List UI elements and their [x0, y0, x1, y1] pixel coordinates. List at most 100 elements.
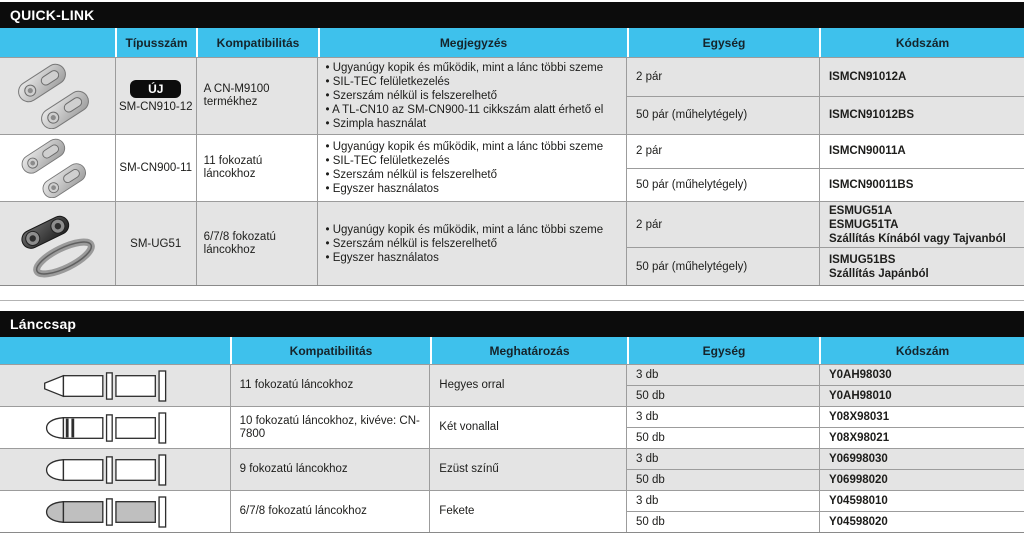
code-value: Y04598020	[828, 515, 888, 528]
unit-cell: 50 db	[635, 389, 665, 402]
ug51-product-image	[21, 215, 96, 277]
unit-cell: 2 pár	[635, 145, 663, 158]
unit-cell: 50 pár (műhelytégely)	[635, 178, 748, 191]
code-cell: Y04598020	[818, 511, 1024, 532]
code-cell: Y06998030	[818, 449, 1024, 469]
unit-code-stack: 3 db Y06998030 50 db Y06998020	[625, 449, 1024, 490]
chain-pin-row-678speed: 6/7/8 fokozatú láncokhoz Fekete 3 db Y04…	[0, 490, 1024, 532]
note-item: SIL-TEC felületkezelés	[325, 75, 622, 89]
note-item: Ugyanúgy kopik és működik, mint a lánc t…	[325, 223, 622, 237]
unit-cell: 50 pár (műhelytégely)	[635, 260, 748, 273]
chain-pin-image	[45, 453, 167, 486]
code-value: ISMCN91012BS	[828, 109, 914, 122]
code-value: ESMUG51A	[828, 204, 893, 217]
code-value: ISMCN91012A	[828, 70, 907, 83]
notes-cell: Ugyanúgy kopik és működik, mint a lánc t…	[317, 135, 626, 201]
note-item: Egyszer használatos	[325, 182, 622, 196]
quick-link-row-ug51: SM-UG51 6/7/8 fokozatú láncokhoz Ugyanúg…	[0, 201, 1024, 285]
unit-row: 2 pár ISMCN91012A	[627, 58, 1024, 96]
chain-pin-image	[43, 369, 167, 402]
column-header-kompatibilitas: Kompatibilitás	[230, 337, 430, 364]
note-item: Szerszám nélkül is felszerelhető	[325, 89, 622, 103]
model-number: SM-CN900-11	[119, 162, 193, 174]
unit-cell: 2 pár	[635, 70, 663, 83]
unit-cell: 3 db	[635, 452, 659, 465]
quick-link-photo	[0, 58, 115, 134]
code-cell: Y0AH98010	[818, 385, 1024, 406]
note-item: SIL-TEC felületkezelés	[325, 154, 622, 168]
note-item: Egyszer használatos	[325, 251, 622, 265]
unit-code-stack: 2 pár ISMCN91012A 50 pár (műhelytégely) …	[625, 58, 1024, 134]
section-title: QUICK-LINK	[10, 7, 95, 23]
compatibility-cell: A CN-M9100 termékhez	[195, 58, 318, 134]
model-number: SM-CN910-12	[118, 100, 193, 113]
ug51-photo	[0, 202, 115, 285]
column-header-egyseg: Egység	[627, 337, 819, 364]
code-value: Szállítás Kínából vagy Tajvanból	[828, 232, 1006, 245]
spec-cell: Fekete	[429, 491, 626, 532]
separator-line	[0, 300, 1024, 301]
chain-pin-drawing-silver	[0, 449, 230, 490]
compatibility-cell: 9 fokozatú láncokhoz	[229, 449, 430, 490]
unit-row: 3 db Y06998030	[627, 449, 1024, 469]
spec-cell: Két vonallal	[429, 407, 626, 448]
code-value: Szállítás Japánból	[828, 267, 929, 280]
section-gap	[0, 286, 1024, 311]
quick-link-product-image	[18, 63, 90, 129]
chain-pin-title-bar: Lánccsap	[0, 311, 1024, 337]
note-item: Szerszám nélkül is felszerelhető	[325, 237, 622, 251]
quick-link-photo	[0, 135, 115, 201]
quick-link-title-bar: QUICK-LINK	[0, 2, 1024, 28]
chain-pin-row-11speed: 11 fokozatú láncokhoz Hegyes orral 3 db …	[0, 364, 1024, 406]
code-cell: ISMCN91012BS	[818, 96, 1024, 134]
new-badge: ÚJ	[130, 79, 182, 98]
quick-link-header-row: Típusszám Kompatibilitás Megjegyzés Egys…	[0, 28, 1024, 57]
code-value: Y06998030	[828, 452, 888, 465]
code-cell: Y08X98031	[818, 407, 1024, 427]
unit-row: 3 db Y04598010	[627, 491, 1024, 511]
unit-row: 50 pár (műhelytégely) ISMCN90011BS	[626, 167, 1024, 201]
unit-row: 50 pár (műhelytégely) ISMCN91012BS	[626, 95, 1024, 134]
unit-row: 3 db Y0AH98030	[627, 365, 1024, 385]
chain-pin-image	[45, 495, 167, 528]
code-value: ISMCN90011A	[828, 145, 906, 158]
unit-cell: 3 db	[635, 410, 659, 423]
code-value: Y04598010	[828, 494, 888, 507]
model-number: SM-UG51	[130, 237, 182, 250]
code-value: Y06998020	[828, 473, 888, 486]
code-cell: ESMUG51A ESMUG51TA Szállítás Kínából vag…	[818, 202, 1024, 248]
code-value: ESMUG51TA	[828, 218, 899, 231]
code-cell: ISMUG51BS Szállítás Japánból	[818, 248, 1024, 285]
spec-cell: Hegyes orral	[429, 365, 626, 406]
note-item: Ugyanúgy kopik és működik, mint a lánc t…	[325, 140, 622, 154]
quick-link-table: QUICK-LINK Típusszám Kompatibilitás Megj…	[0, 2, 1024, 286]
unit-row: 50 db Y06998020	[626, 468, 1024, 490]
model-cell: SM-UG51	[114, 202, 196, 285]
chain-pin-drawing-pointed	[0, 365, 230, 406]
chain-pin-drawing-black	[0, 491, 230, 532]
quick-link-row-cn900: SM-CN900-11 11 fokozatú láncokhoz Ugyanú…	[0, 134, 1024, 201]
chain-pin-image	[45, 411, 167, 444]
chain-pin-drawing-two-lines	[0, 407, 230, 448]
unit-code-stack: 3 db Y08X98031 50 db Y08X98021	[625, 407, 1024, 448]
unit-cell: 50 db	[635, 515, 665, 528]
compatibility-cell: 11 fokozatú láncokhoz	[229, 365, 430, 406]
unit-row: 50 db Y04598020	[626, 510, 1024, 532]
unit-code-stack: 2 pár ESMUG51A ESMUG51TA Szállítás Kínáb…	[625, 202, 1024, 285]
column-header-image	[0, 337, 230, 364]
chain-pin-header-row: Kompatibilitás Meghatározás Egység Kódsz…	[0, 337, 1024, 364]
note-item: Szerszám nélkül is felszerelhető	[325, 168, 622, 182]
code-value: Y08X98031	[828, 410, 890, 423]
unit-cell: 3 db	[635, 368, 659, 381]
note-item: A TL-CN10 az SM-CN900-11 cikkszám alatt …	[325, 103, 622, 117]
column-header-kodszam: Kódszám	[819, 337, 1024, 364]
code-value: ISMUG51BS	[828, 253, 896, 266]
spec-cell: Ezüst színű	[429, 449, 626, 490]
compatibility-cell: 10 fokozatú láncokhoz, kivéve: CN-7800	[229, 407, 430, 448]
compatibility-cell: 11 fokozatú láncokhoz	[195, 135, 318, 201]
note-item: Szimpla használat	[325, 117, 622, 131]
code-value: ISMCN90011BS	[828, 178, 914, 191]
unit-cell: 2 pár	[635, 218, 663, 231]
unit-cell: 50 db	[635, 473, 665, 486]
